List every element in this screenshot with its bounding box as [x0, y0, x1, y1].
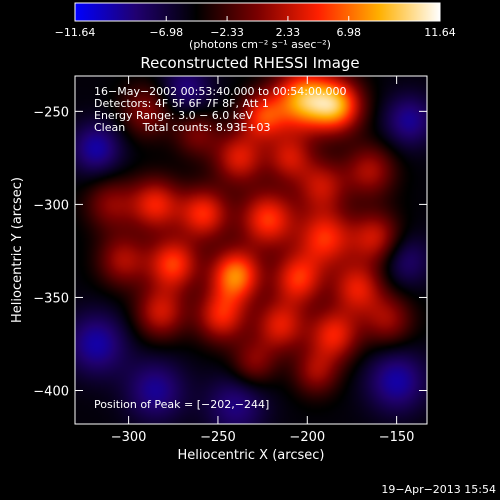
colorbar-gradient: [74, 2, 441, 22]
colorbar: −11.64 −6.98 −2.33 2.33 6.98 11.64 (photons c…: [55, 2, 456, 51]
x-tick-label: −250: [200, 430, 236, 445]
y-tick-label: −250: [33, 105, 69, 120]
y-tick-label: −350: [33, 291, 69, 306]
info-line-counts: Clean Total counts: 8.93E+03: [94, 121, 271, 134]
info-line-energy: Energy Range: 3.0 − 6.0 keV: [94, 109, 254, 122]
info-line-detectors: Detectors: 4F 5F 6F 7F 8F, Att 1: [94, 97, 269, 110]
colorbar-tick-label: −6.98: [149, 26, 183, 39]
y-tick-label: −400: [33, 385, 69, 400]
colorbar-tick-label: 6.98: [337, 26, 362, 39]
x-tick-label: −300: [111, 430, 147, 445]
x-axis-label: Heliocentric X (arcsec): [178, 448, 325, 463]
chart-title: Reconstructed RHESSI Image: [140, 54, 359, 72]
colorbar-tick-label: −11.64: [55, 26, 96, 39]
info-line-time: 16−May−2002 00:53:40.000 to 00:54:00.000: [94, 85, 347, 98]
render-date: 19−Apr−2013 15:54: [381, 483, 496, 496]
peak-position-label: Position of Peak = [−202,−244]: [94, 398, 269, 411]
plot-frame: [74, 75, 428, 425]
x-tick-label: −200: [289, 430, 325, 445]
colorbar-tick-label: 11.64: [424, 26, 456, 39]
axis-ticks: −300 −250 −200 −150 −250 −300 −350 −400: [33, 76, 427, 445]
heatmap-image: [75, 76, 427, 424]
colorbar-ticks: −11.64 −6.98 −2.33 2.33 6.98 11.64: [55, 16, 456, 39]
y-axis-label: Heliocentric Y (arcsec): [10, 177, 25, 323]
colorbar-unit-label: (photons cm⁻² s⁻¹ asec⁻²): [189, 38, 331, 51]
info-block: 16−May−2002 00:53:40.000 to 00:54:00.000…: [94, 85, 347, 134]
colorbar-tick-label: 2.33: [276, 26, 301, 39]
x-tick-label: −150: [379, 430, 415, 445]
colorbar-tick-label: −2.33: [210, 26, 244, 39]
y-tick-label: −300: [33, 198, 69, 213]
